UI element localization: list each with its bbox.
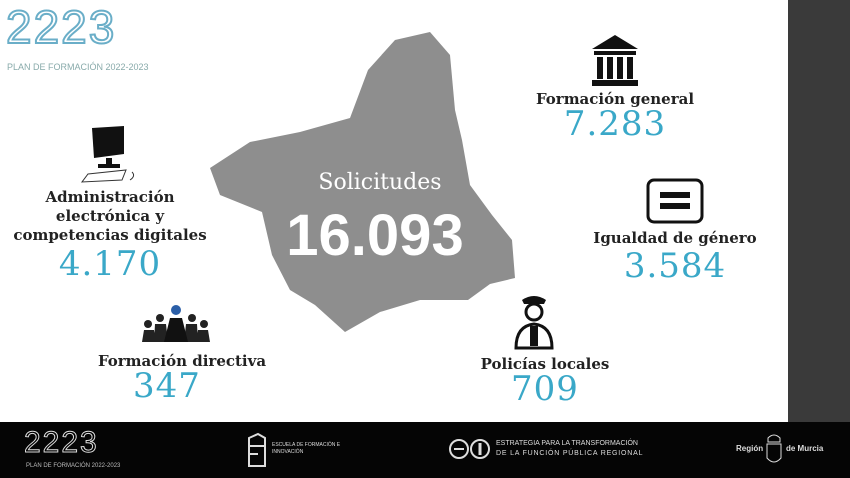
strategy-line2: DE LA FUNCIÓN PÚBLICA REGIONAL [496, 450, 644, 457]
admin-electronica-label: Administración electrónica y competencia… [13, 188, 207, 244]
strategy-logo-icon [449, 439, 490, 459]
policias-label: Policías locales [480, 355, 610, 373]
footer-logo-subtitle: PLAN DE FORMACIÓN 2022-2023 [26, 463, 121, 469]
header-subtitle: PLAN DE FORMACIÓN 2022-2023 [7, 62, 149, 72]
igualdad-value: 3.584 [623, 246, 727, 286]
slide: 2223 PLAN DE FORMACIÓN 2022-2023 Solicit… [4, 0, 757, 409]
region-text-right: de Murcia [786, 444, 824, 453]
strategy-line1: ESTRATEGIA PARA LA TRANSFORMACIÓN [496, 440, 638, 447]
center-value: 16.093 [286, 203, 464, 268]
murcia-map [210, 32, 515, 332]
group-icon [142, 305, 210, 342]
building-columns-icon [592, 35, 638, 86]
region-shape [210, 32, 515, 332]
formacion-general-value: 7.283 [563, 104, 667, 144]
coat-of-arms-icon [766, 434, 782, 463]
equals-icon [646, 178, 704, 224]
formacion-directiva-value: 347 [133, 366, 201, 406]
igualdad-label: Igualdad de género [593, 229, 757, 247]
formacion-general-label: Formación general [535, 90, 695, 108]
efi-logo-icon [248, 432, 266, 467]
footer-logo: 2223 [24, 426, 99, 460]
center-label: Solicitudes [318, 170, 442, 195]
region-text-left: Región [736, 444, 764, 453]
police-officer-icon [514, 296, 554, 350]
header-logo: 2223 [5, 0, 117, 54]
formacion-directiva-label: Formación directiva [97, 352, 267, 370]
policias-value: 709 [511, 369, 579, 409]
side-panel [788, 0, 850, 422]
footer: 2223 PLAN DE FORMACIÓN 2022-2023 ESCUELA… [0, 422, 850, 478]
admin-electronica-value: 4.170 [58, 244, 162, 284]
efi-text: ESCUELA DE FORMACIÓN E INNOVACIÓN [272, 442, 341, 455]
computer-icon [80, 126, 135, 183]
